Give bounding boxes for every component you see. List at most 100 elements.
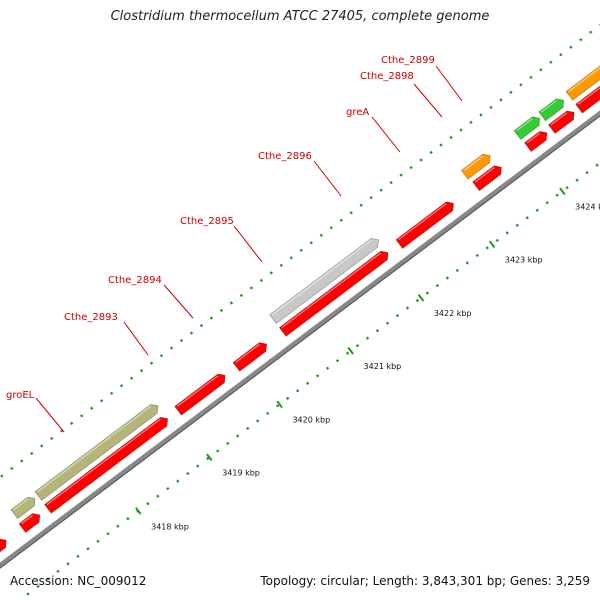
tick-dot (475, 253, 479, 258)
gc-dot (89, 406, 94, 410)
tick-dot (375, 328, 380, 333)
gene-arrow-2895 (269, 238, 379, 325)
kbp-tick-label: 3423 kbp (505, 256, 543, 265)
gc-dot (20, 459, 24, 463)
tick-dot (455, 268, 460, 273)
tick-dot (96, 539, 100, 543)
cds-arrow-2896 (395, 201, 454, 249)
gc-dot (579, 37, 583, 42)
gc-dot (459, 128, 463, 132)
gc-dot (439, 143, 443, 147)
tick-dot (575, 178, 579, 182)
cds-arrow-2899-highlight (577, 87, 600, 105)
gc-dot (449, 135, 453, 140)
gc-dot (479, 113, 483, 117)
cds-arrow-2893 (174, 373, 226, 416)
gc-dot (549, 60, 553, 64)
tick-dot (36, 584, 40, 589)
tick-dot (275, 404, 280, 408)
cds-arrow-2898 (524, 131, 548, 153)
gene-label: Cthe_2895 (180, 216, 234, 227)
gene-arrow-grea (460, 153, 491, 180)
label-leader-line (435, 65, 463, 102)
tick-dot (216, 449, 220, 453)
tick-dot (525, 216, 529, 220)
tick-dot (196, 464, 200, 468)
kbp-tick-label: 3424 kbp (575, 203, 600, 212)
gc-dot (329, 226, 333, 230)
gc-dot (309, 241, 313, 245)
gene-label: Cthe_2896 (258, 151, 312, 162)
gene-arrow-grea-highlight (463, 155, 484, 171)
tick-dot (116, 524, 120, 528)
kbp-ticks: 3418 kbp 3419 kbp 3420 kbp 3421 kbp 3422 kbp… (135, 187, 600, 531)
gene-label: greA (346, 107, 369, 118)
gc-dot (159, 353, 164, 358)
cds-arrow-2898-highlight (526, 132, 541, 144)
tick-dot (535, 208, 539, 212)
tick-dot (76, 554, 80, 559)
gene-arrow-olive-small (10, 496, 36, 520)
gc-dot (539, 68, 543, 72)
gc-dot (429, 150, 433, 155)
gc-dot (569, 45, 573, 49)
tick-dot (355, 344, 360, 348)
kbp-tick (347, 347, 354, 355)
tick-dot (395, 313, 400, 318)
cds-arrow-2-highlight (21, 514, 34, 525)
gc-dot (529, 75, 533, 79)
gc-dot (369, 195, 373, 200)
cds-arrow-2895-highlight (281, 252, 382, 329)
cds-arrow-grea (472, 165, 502, 192)
gc-dot (209, 316, 214, 320)
gc-dot (109, 391, 114, 395)
tick-dot (186, 471, 190, 476)
gc-dot (299, 248, 303, 252)
gc-dot (219, 308, 224, 313)
accession-text: Accession: NC_009012 (10, 574, 147, 588)
kbp-tick-label: 3420 kbp (292, 416, 330, 425)
tick-dot (505, 231, 509, 235)
tick-dot (246, 426, 250, 431)
gc-dot (119, 384, 124, 388)
tick-dot (405, 306, 410, 310)
gene-arrow-olive-small-highlight (13, 498, 29, 511)
tick-dot (56, 569, 60, 574)
gc-dot (179, 338, 184, 343)
gc-dot (499, 98, 503, 102)
gc-dot (359, 203, 363, 207)
label-leader-line (233, 225, 263, 263)
tick-dot (595, 163, 599, 167)
backbone-shadow (0, 115, 600, 569)
gc-dot (169, 346, 174, 350)
gene-label: Cthe_2893 (64, 312, 118, 323)
gene-arrow-2898b-highlight (541, 100, 557, 113)
label-leader-line (123, 321, 149, 356)
kbp-tick-label: 3421 kbp (364, 362, 402, 371)
gc-dot (40, 444, 44, 448)
gc-dot (0, 474, 4, 478)
cds-arrow-2893-highlight (176, 375, 219, 407)
backbone-line (0, 110, 600, 568)
gc-dot (30, 451, 34, 456)
gc-dot (149, 361, 154, 365)
kbp-tick-label: 3422 kbp (434, 309, 472, 318)
gc-dot (259, 278, 264, 283)
gc-dot (229, 301, 234, 305)
gc-dot (239, 293, 244, 298)
gene-arrow-groel (34, 404, 159, 501)
gc-dot (249, 286, 254, 290)
gene-label: Cthe_2898 (360, 71, 414, 82)
gc-dot (409, 165, 413, 170)
gene-label: Cthe_2899 (381, 55, 435, 66)
tick-dot (176, 479, 180, 483)
gene-arrow-2898-highlight (516, 118, 533, 132)
cds-arrow-groel (44, 416, 169, 514)
tick-dot (415, 298, 420, 303)
kbp-tick-label: 3419 kbp (222, 469, 260, 478)
gc-dot (319, 233, 323, 237)
gene-arrow-2899-highlight (568, 67, 600, 92)
gc-dot (509, 90, 513, 95)
gc-dot (489, 105, 493, 110)
